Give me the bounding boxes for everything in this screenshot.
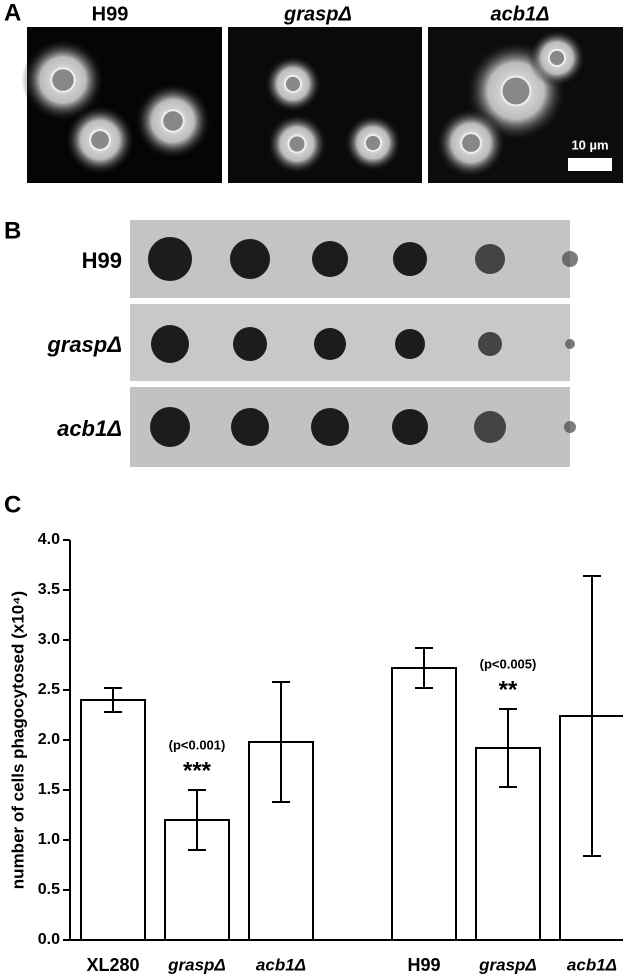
panel-letter: B <box>4 217 21 244</box>
cell <box>363 133 383 153</box>
cell <box>89 129 111 151</box>
spot <box>148 237 192 281</box>
y-tick-label: 0.0 <box>38 931 60 948</box>
spot <box>478 332 502 356</box>
cell <box>283 74 303 94</box>
spot <box>150 407 190 447</box>
significance: ** <box>499 676 518 703</box>
spot <box>474 411 506 443</box>
bar <box>391 667 457 941</box>
cell <box>547 48 567 68</box>
x-tick-label: graspΔ <box>167 955 226 974</box>
plate-strip <box>130 304 570 381</box>
panel-c: C number of cells phagocytosed (x10⁴) 0.… <box>4 491 623 975</box>
annotation: (p<0.005) <box>480 656 537 671</box>
spot <box>230 239 270 279</box>
image-label: graspΔ <box>283 3 352 25</box>
y-tick-label: 2.5 <box>38 681 60 698</box>
error-bar <box>272 681 290 803</box>
scale-label: 10 µm <box>571 137 608 152</box>
error-bar <box>583 575 601 857</box>
spot <box>562 251 578 267</box>
error-bar <box>499 708 517 788</box>
y-tick-label: 3.0 <box>38 631 60 648</box>
y-axis-label: number of cells phagocytosed (x10⁴) <box>8 591 27 889</box>
image-label: H99 <box>92 3 129 25</box>
spot <box>565 339 575 349</box>
spot <box>392 409 428 445</box>
cell <box>500 75 532 107</box>
row-label: acb1Δ <box>57 416 122 441</box>
cell <box>287 134 307 154</box>
error-bar <box>188 789 206 851</box>
scale-bar <box>568 158 612 171</box>
significance: *** <box>183 757 212 784</box>
cell <box>460 132 482 154</box>
panel-a: A H99 graspΔ acb1Δ 10 µm <box>4 0 623 183</box>
y-tick-label: 0.5 <box>38 881 60 898</box>
y-tick-label: 1.5 <box>38 781 60 798</box>
y-tick-label: 2.0 <box>38 731 60 748</box>
cell <box>50 67 76 93</box>
row-label: graspΔ <box>46 332 122 357</box>
panel-b: B H99 graspΔ acb1Δ <box>4 217 578 467</box>
error-bar <box>415 647 433 689</box>
y-tick-label: 1.0 <box>38 831 60 848</box>
spot <box>395 329 425 359</box>
x-tick-label: acb1Δ <box>567 955 617 974</box>
row-label: H99 <box>82 248 122 273</box>
spot <box>233 327 267 361</box>
error-bar <box>104 687 122 713</box>
spot <box>151 325 189 363</box>
spot <box>231 408 269 446</box>
x-tick-label: XL280 <box>86 955 139 975</box>
x-tick-label: H99 <box>407 955 440 975</box>
bar <box>80 699 146 941</box>
spot <box>314 328 346 360</box>
annotation: (p<0.001) <box>169 737 226 752</box>
image-label: acb1Δ <box>490 3 549 25</box>
x-tick-label: acb1Δ <box>256 955 306 974</box>
y-tick-label: 4.0 <box>38 531 60 548</box>
y-tick-label: 3.5 <box>38 581 60 598</box>
cell <box>161 109 185 133</box>
panel-letter: C <box>4 491 21 518</box>
spot <box>393 242 427 276</box>
spot <box>311 408 349 446</box>
spot <box>564 421 576 433</box>
panel-letter: A <box>4 0 21 26</box>
spot <box>475 244 505 274</box>
spot <box>312 241 348 277</box>
x-tick-label: graspΔ <box>478 955 537 974</box>
